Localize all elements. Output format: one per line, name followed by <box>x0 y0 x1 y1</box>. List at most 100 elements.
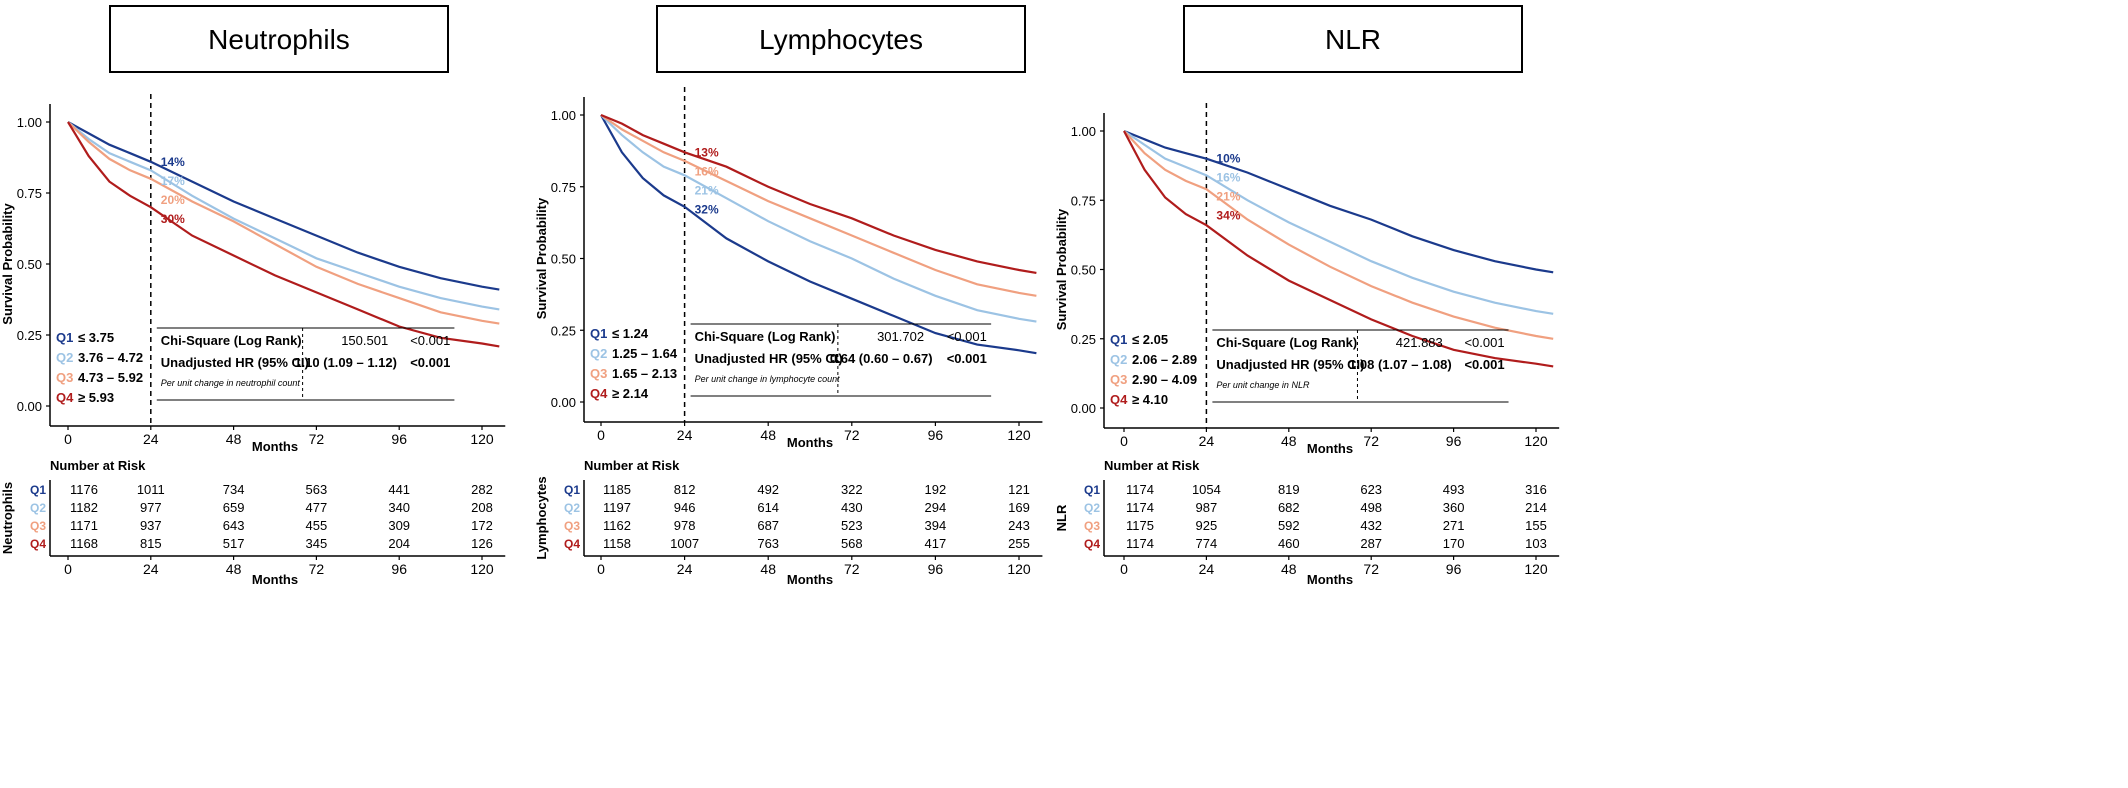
chart-title-box <box>656 5 1026 73</box>
risk-x-tick-label: 24 <box>1199 561 1215 577</box>
risk-cell: 523 <box>841 518 863 533</box>
legend-key-q2: Q2 <box>56 350 73 365</box>
x-tick-label: 0 <box>64 431 72 447</box>
survival-curve-q2 <box>600 114 1037 323</box>
risk-cell: 977 <box>140 500 162 515</box>
risk-cell: 592 <box>1278 518 1300 533</box>
x-tick-label: 48 <box>226 431 242 447</box>
risk-cell: 987 <box>1196 500 1218 515</box>
risk-cell: 340 <box>388 500 410 515</box>
risk-row-key: Q2 <box>1084 501 1100 515</box>
legend-key-q4: Q4 <box>56 390 74 405</box>
y-axis-label: Survival Probability <box>534 197 549 319</box>
mortality-annotation: 21% <box>1216 190 1240 204</box>
legend-label: 2.90 – 4.09 <box>1132 372 1197 387</box>
legend-key-q1: Q1 <box>1110 332 1127 347</box>
legend-label: 4.73 – 5.92 <box>78 370 143 385</box>
x-tick-label: 72 <box>844 427 860 443</box>
legend-key-q3: Q3 <box>56 370 73 385</box>
x-tick-label: 72 <box>309 431 325 447</box>
survival-curve-q3 <box>1123 130 1554 340</box>
risk-x-tick-label: 120 <box>1524 561 1548 577</box>
legend-label: ≥ 4.10 <box>1132 392 1168 407</box>
risk-row-key: Q1 <box>1084 483 1100 497</box>
risk-row-key: Q4 <box>564 537 580 551</box>
x-tick-label: 96 <box>928 427 944 443</box>
risk-x-tick-label: 96 <box>1446 561 1462 577</box>
risk-cell: 455 <box>306 518 328 533</box>
x-tick-label: 48 <box>1281 433 1297 449</box>
survival-curve-q4 <box>67 121 500 348</box>
legend-label: ≥ 5.93 <box>78 390 114 405</box>
risk-cell: 492 <box>757 482 779 497</box>
risk-cell: 763 <box>757 536 779 551</box>
risk-x-tick-label: 48 <box>1281 561 1297 577</box>
risk-x-tick-label: 0 <box>1120 561 1128 577</box>
stats-hr-value: 0.64 (0.60 – 0.67) <box>830 351 933 366</box>
risk-cell: 819 <box>1278 482 1300 497</box>
risk-x-tick-label: 120 <box>1007 561 1031 577</box>
stats-hr-label: Unadjusted HR (95% CI) <box>695 351 843 366</box>
risk-x-tick-label: 24 <box>143 561 159 577</box>
mortality-annotation: 17% <box>161 174 185 188</box>
stats-hr-p: <0.001 <box>410 355 450 370</box>
risk-x-axis-label: Months <box>252 572 298 587</box>
survival-curve-q4 <box>1123 130 1554 368</box>
risk-cell: 309 <box>388 518 410 533</box>
survival-curve-q1 <box>67 121 500 291</box>
risk-x-tick-label: 120 <box>470 561 494 577</box>
risk-cell: 1158 <box>603 536 631 551</box>
risk-cell: 1174 <box>1126 482 1154 497</box>
risk-cell: 271 <box>1443 518 1465 533</box>
legend-label: ≥ 2.14 <box>612 386 649 401</box>
y-tick-label: 0.75 <box>1071 193 1096 208</box>
risk-x-tick-label: 72 <box>1363 561 1379 577</box>
y-tick-label: 0.00 <box>1071 401 1096 416</box>
risk-cell: 1162 <box>603 518 631 533</box>
risk-cell: 360 <box>1443 500 1465 515</box>
risk-x-tick-label: 72 <box>844 561 860 577</box>
risk-cell: 687 <box>757 518 779 533</box>
mortality-annotation: 16% <box>695 164 719 178</box>
risk-cell: 1197 <box>603 500 631 515</box>
risk-cell: 477 <box>306 500 328 515</box>
risk-table-ylabel: NLR <box>1054 504 1069 531</box>
y-tick-label: 0.50 <box>17 257 42 272</box>
stats-hr-p: <0.001 <box>947 351 987 366</box>
x-tick-label: 120 <box>1007 427 1031 443</box>
risk-cell: 316 <box>1525 482 1547 497</box>
y-tick-label: 0.50 <box>1071 263 1096 278</box>
risk-cell: 614 <box>757 500 779 515</box>
legend-label: ≤ 2.05 <box>1132 332 1168 347</box>
y-tick-label: 0.25 <box>551 323 576 338</box>
stats-chi-p: <0.001 <box>410 333 450 348</box>
x-axis-label: Months <box>252 439 298 454</box>
y-axis-label: Survival Probability <box>1054 208 1069 330</box>
risk-cell: 204 <box>388 536 410 551</box>
x-tick-label: 72 <box>1363 433 1379 449</box>
risk-cell: 1176 <box>70 482 98 497</box>
legend-key-q2: Q2 <box>1110 352 1127 367</box>
risk-cell: 563 <box>306 482 328 497</box>
legend-label: ≤ 3.75 <box>78 330 114 345</box>
x-tick-label: 0 <box>1120 433 1128 449</box>
legend-key-q4: Q4 <box>1110 392 1128 407</box>
survival-curve-q4 <box>600 113 1037 274</box>
mortality-annotation: 10% <box>1216 152 1240 166</box>
stats-chi-label: Chi-Square (Log Rank) <box>161 333 302 348</box>
risk-table-title: Number at Risk <box>584 458 680 473</box>
risk-table-ylabel: Neutrophils <box>0 482 15 554</box>
risk-cell: 493 <box>1443 482 1465 497</box>
stats-chi-value: 421.883 <box>1396 335 1443 350</box>
x-tick-label: 24 <box>1199 433 1215 449</box>
y-tick-label: 0.00 <box>17 399 42 414</box>
risk-x-tick-label: 96 <box>391 561 407 577</box>
risk-row-key: Q3 <box>1084 519 1100 533</box>
risk-cell: 517 <box>223 536 245 551</box>
risk-x-tick-label: 48 <box>760 561 776 577</box>
mortality-annotation: 34% <box>1216 209 1240 223</box>
x-tick-label: 96 <box>391 431 407 447</box>
chart-title-box <box>109 5 449 73</box>
survival-curve-q1 <box>1123 129 1554 274</box>
risk-cell: 815 <box>140 536 162 551</box>
